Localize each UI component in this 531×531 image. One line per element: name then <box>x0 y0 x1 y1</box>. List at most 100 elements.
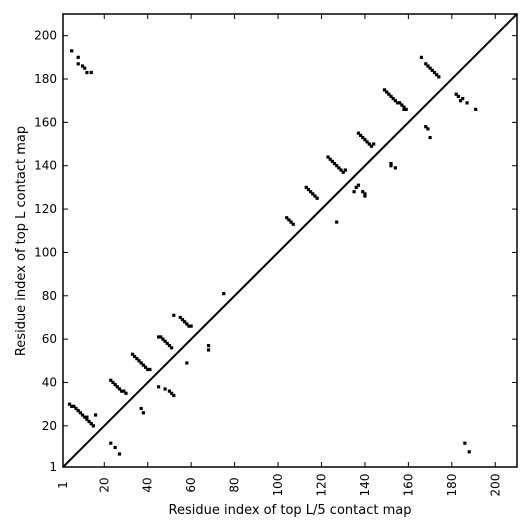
contact-point <box>113 383 117 387</box>
contact-point <box>93 413 98 417</box>
y-tick-label: 180 <box>34 72 57 86</box>
contact-point <box>428 66 432 70</box>
contact-point <box>139 361 143 365</box>
contact-point <box>354 185 358 189</box>
contact-point <box>389 164 393 168</box>
contact-point <box>70 404 74 408</box>
contact-point <box>461 96 465 101</box>
contact-point <box>398 101 402 105</box>
contact-point <box>404 107 408 111</box>
contact-point <box>339 168 343 172</box>
contact-point <box>159 335 163 339</box>
contact-point <box>76 55 80 59</box>
contact-point <box>467 450 471 454</box>
contact-point <box>83 66 87 70</box>
contact-point <box>206 348 211 352</box>
contact-point <box>130 352 135 356</box>
y-tick-label: 80 <box>42 289 57 303</box>
contact-point <box>393 166 397 170</box>
x-tick-label: 40 <box>141 477 155 492</box>
contact-point <box>83 415 87 419</box>
diagonal-line <box>62 13 518 468</box>
contact-point <box>304 185 308 189</box>
y-tick-label: 1 <box>49 460 57 474</box>
contact-point <box>74 406 78 411</box>
contact-point <box>343 168 347 172</box>
contact-point <box>85 415 89 419</box>
contact-point <box>341 170 345 174</box>
contact-point <box>117 387 122 391</box>
contact-point <box>222 292 226 296</box>
contact-point <box>367 142 371 146</box>
y-tick-label: 100 <box>34 245 57 259</box>
x-tick-label: 80 <box>228 477 242 492</box>
contact-point <box>85 417 89 421</box>
contact-point <box>135 357 139 361</box>
contact-point <box>141 411 145 415</box>
contact-point <box>363 138 367 142</box>
x-axis-ticks: 1 20 40 60 80 100 120 140 160 180 200 <box>56 14 502 496</box>
contact-point <box>426 127 430 131</box>
contact-point <box>352 190 356 194</box>
y-axis-label: Residue index of top L contact map <box>14 126 29 356</box>
contact-point <box>306 187 311 192</box>
contact-point <box>456 94 460 98</box>
contact-point <box>185 322 189 326</box>
x-tick-label: 140 <box>358 474 372 497</box>
contact-point <box>309 190 313 194</box>
contact-point <box>122 389 126 393</box>
y-tick-label: 120 <box>34 202 57 216</box>
contact-point <box>419 55 424 59</box>
contact-point <box>156 335 161 339</box>
contact-point <box>328 157 332 161</box>
contact-point <box>335 164 339 168</box>
contact-point <box>287 218 291 222</box>
y-tick-label: 40 <box>42 375 57 389</box>
contact-point <box>70 49 74 53</box>
y-tick-label: 200 <box>34 29 57 43</box>
contact-point <box>363 194 367 198</box>
contact-point <box>161 337 165 341</box>
x-tick-label: 200 <box>488 474 502 497</box>
contact-point <box>356 183 361 187</box>
contact-point <box>91 424 96 428</box>
x-tick-label: 160 <box>401 474 415 497</box>
contact-point <box>315 196 319 200</box>
contact-point <box>465 101 469 105</box>
contact-point <box>124 391 128 395</box>
contact-point <box>389 161 393 166</box>
x-tick-label: 120 <box>314 474 328 497</box>
contact-point <box>180 318 185 322</box>
contact-point <box>400 103 404 107</box>
contact-point <box>89 70 93 75</box>
contact-point <box>358 133 363 137</box>
contact-point <box>113 445 117 450</box>
contact-point <box>146 367 150 372</box>
y-tick-label: 20 <box>42 419 57 433</box>
contact-point <box>424 62 428 66</box>
x-tick-label: 1 <box>56 481 70 489</box>
y-tick-label: 160 <box>34 115 57 129</box>
contact-point <box>365 140 369 144</box>
y-tick-label: 140 <box>34 159 57 173</box>
contact-point <box>382 88 387 92</box>
contact-point <box>72 404 76 408</box>
contact-point <box>474 107 478 111</box>
contact-point <box>137 359 141 363</box>
contact-point <box>311 192 315 196</box>
contact-point <box>80 413 85 417</box>
plot-frame <box>62 13 518 468</box>
contact-point <box>117 452 122 456</box>
contact-point <box>163 387 167 391</box>
contact-point <box>187 324 191 328</box>
contact-point <box>361 190 365 194</box>
contact-point <box>148 367 152 372</box>
contact-point <box>165 341 169 346</box>
contact-point <box>87 419 91 424</box>
contact-point <box>430 68 434 72</box>
contact-point <box>76 409 80 413</box>
contact-point <box>313 194 317 198</box>
contact-point <box>337 166 341 170</box>
contact-point <box>326 155 330 159</box>
